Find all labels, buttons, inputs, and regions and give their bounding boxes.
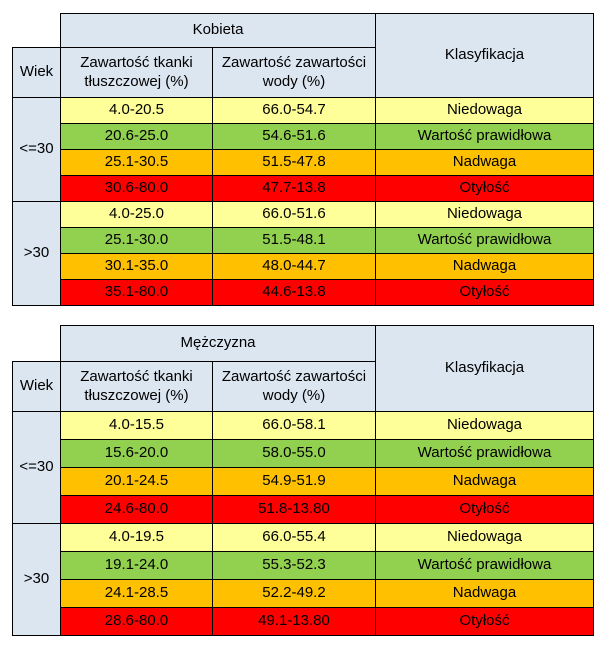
classification-cell: Otyłość <box>375 495 594 524</box>
water-range-cell: 54.9-51.9 <box>212 467 376 496</box>
classification-cell: Wartość prawidłowa <box>375 227 594 254</box>
fat-range-cell: 30.6-80.0 <box>60 175 213 202</box>
classification-cell: Nadwaga <box>375 579 594 608</box>
age-column-header: Wiek <box>12 47 61 98</box>
fat-range-cell: 19.1-24.0 <box>60 551 213 580</box>
water-range-cell: 44.6-13.8 <box>212 279 376 306</box>
corner-spacer <box>12 13 61 48</box>
fat-range-cell: 30.1-35.0 <box>60 253 213 280</box>
table-row: 30.6-80.0 47.7-13.8 Otyłość <box>13 175 594 202</box>
table-row: 35.1-80.0 44.6-13.8 Otyłość <box>13 279 594 306</box>
men-classification-table: Mężczyzna Klasyfikacja Wiek Zawartość tk… <box>12 325 594 636</box>
fat-range-cell: 20.1-24.5 <box>60 467 213 496</box>
classification-cell: Nadwaga <box>375 253 594 280</box>
water-range-cell: 55.3-52.3 <box>212 551 376 580</box>
fat-range-cell: 24.6-80.0 <box>60 495 213 524</box>
water-column-header: Zawartość zawartości wody (%) <box>212 47 376 98</box>
table-row: 28.6-80.0 49.1-13.80 Otyłość <box>13 607 594 636</box>
classification-cell: Otyłość <box>375 607 594 636</box>
classification-cell: Wartość prawidłowa <box>375 123 594 150</box>
table-row: 25.1-30.5 51.5-47.8 Nadwaga <box>13 149 594 176</box>
water-range-cell: 58.0-55.0 <box>212 439 376 468</box>
table-row: <=30 4.0-15.5 66.0-58.1 Niedowaga <box>12 411 594 524</box>
table-header-row: Mężczyzna Klasyfikacja <box>12 325 594 412</box>
fat-range-cell: 4.0-20.5 <box>60 97 213 124</box>
classification-cell: Otyłość <box>375 279 594 306</box>
fat-range-cell: 24.1-28.5 <box>60 579 213 608</box>
age-group-cell: >30 <box>12 201 61 306</box>
table-title: Mężczyzna <box>60 325 376 362</box>
water-range-cell: 66.0-54.7 <box>212 97 376 124</box>
classification-column-header: Klasyfikacja <box>375 13 594 98</box>
classification-cell: Wartość prawidłowa <box>375 439 594 468</box>
age-group-cell: <=30 <box>12 411 61 524</box>
table-row: <=30 4.0-20.5 66.0-54.7 Niedowaga <box>12 97 594 202</box>
table-row: 25.1-30.0 51.5-48.1 Wartość prawidłowa <box>13 227 594 254</box>
fat-range-cell: 4.0-19.5 <box>60 523 213 552</box>
age-group-cell: >30 <box>12 523 61 636</box>
fat-range-cell: 4.0-25.0 <box>60 201 213 228</box>
table-row: 20.1-24.5 54.9-51.9 Nadwaga <box>13 467 594 496</box>
classification-cell: Otyłość <box>375 175 594 202</box>
age-group-cell: <=30 <box>12 97 61 202</box>
table-row: 15.6-20.0 58.0-55.0 Wartość prawidłowa <box>13 439 594 468</box>
fat-range-cell: 25.1-30.5 <box>60 149 213 176</box>
age-column-header: Wiek <box>12 361 61 412</box>
classification-cell: Nadwaga <box>375 149 594 176</box>
water-range-cell: 51.5-48.1 <box>212 227 376 254</box>
table-row: >30 4.0-19.5 66.0-55.4 Niedowaga <box>12 523 594 636</box>
water-range-cell: 51.5-47.8 <box>212 149 376 176</box>
water-range-cell: 47.7-13.8 <box>212 175 376 202</box>
column-header-row: Wiek Zawartość tkanki tłuszczowej (%) Za… <box>12 361 594 412</box>
water-range-cell: 66.0-51.6 <box>212 201 376 228</box>
water-range-cell: 52.2-49.2 <box>212 579 376 608</box>
classification-cell: Niedowaga <box>375 201 594 228</box>
water-range-cell: 49.1-13.80 <box>212 607 376 636</box>
table-row: 24.1-28.5 52.2-49.2 Nadwaga <box>13 579 594 608</box>
table-row: 19.1-24.0 55.3-52.3 Wartość prawidłowa <box>13 551 594 580</box>
classification-cell: Wartość prawidłowa <box>375 551 594 580</box>
water-range-cell: 66.0-55.4 <box>212 523 376 552</box>
water-range-cell: 48.0-44.7 <box>212 253 376 280</box>
classification-cell: Niedowaga <box>375 523 594 552</box>
water-range-cell: 54.6-51.6 <box>212 123 376 150</box>
fat-range-cell: 35.1-80.0 <box>60 279 213 306</box>
fat-range-cell: 25.1-30.0 <box>60 227 213 254</box>
fat-column-header: Zawartość tkanki tłuszczowej (%) <box>60 47 213 98</box>
table-row: 30.1-35.0 48.0-44.7 Nadwaga <box>13 253 594 280</box>
fat-range-cell: 28.6-80.0 <box>60 607 213 636</box>
table-row: 20.6-25.0 54.6-51.6 Wartość prawidłowa <box>13 123 594 150</box>
corner-spacer <box>12 325 61 362</box>
fat-range-cell: 15.6-20.0 <box>60 439 213 468</box>
table-title: Kobieta <box>60 13 376 48</box>
women-classification-table: Kobieta Klasyfikacja Wiek Zawartość tkan… <box>12 13 594 306</box>
fat-range-cell: 4.0-15.5 <box>60 411 213 440</box>
column-header-row: Wiek Zawartość tkanki tłuszczowej (%) Za… <box>12 47 594 98</box>
table-header-row: Kobieta Klasyfikacja <box>12 13 594 98</box>
classification-column-header: Klasyfikacja <box>375 325 594 412</box>
classification-cell: Nadwaga <box>375 467 594 496</box>
fat-range-cell: 20.6-25.0 <box>60 123 213 150</box>
table-row: >30 4.0-25.0 66.0-51.6 Niedowaga <box>12 201 594 306</box>
table-row: 24.6-80.0 51.8-13.80 Otyłość <box>13 495 594 524</box>
water-range-cell: 66.0-58.1 <box>212 411 376 440</box>
water-column-header: Zawartość zawartości wody (%) <box>212 361 376 412</box>
fat-column-header: Zawartość tkanki tłuszczowej (%) <box>60 361 213 412</box>
water-range-cell: 51.8-13.80 <box>212 495 376 524</box>
classification-cell: Niedowaga <box>375 411 594 440</box>
classification-cell: Niedowaga <box>375 97 594 124</box>
